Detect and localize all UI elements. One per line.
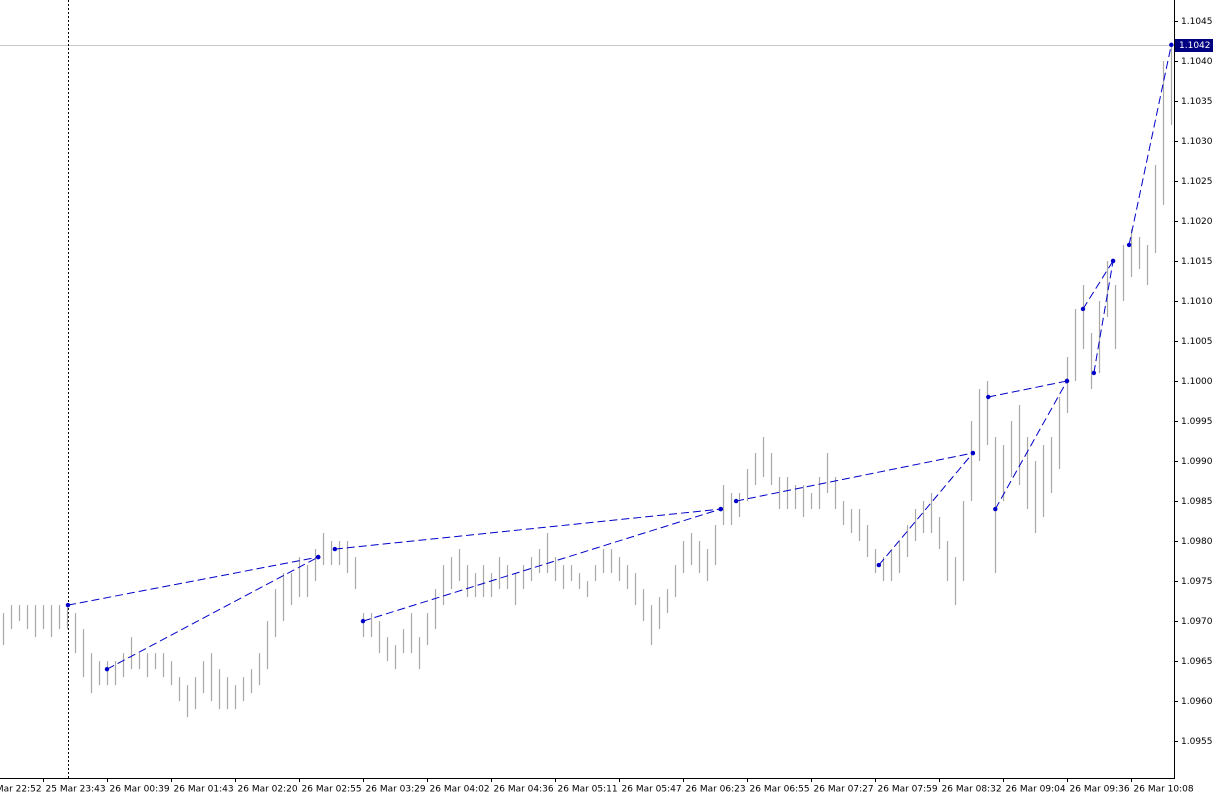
trend-line	[362, 508, 721, 622]
y-tick-label: 1.1020	[1181, 217, 1213, 227]
x-tick-label: 26 Mar 02:55	[302, 785, 362, 795]
x-tick-label: 26 Mar 04:36	[494, 785, 554, 795]
trend-line	[1082, 260, 1114, 310]
y-tick-label: 1.1005	[1181, 337, 1213, 347]
trend-point	[1080, 306, 1086, 312]
x-tick-label: 25 Mar 22:52	[0, 785, 42, 795]
y-tick-label: 1.0960	[1181, 697, 1213, 707]
x-tick-label: 26 Mar 10:08	[1134, 785, 1194, 795]
trend-line	[988, 380, 1068, 398]
trend-point	[104, 666, 110, 672]
x-labels: 25 Mar 22:52 25 Mar 23:43 26 Mar 00:39 26 M…	[0, 785, 1194, 795]
x-tick-label: 26 Mar 02:20	[238, 785, 298, 795]
trend-point	[1169, 42, 1174, 48]
y-tick-label: 1.1040	[1181, 57, 1213, 67]
y-tick-label: 1.1030	[1181, 137, 1213, 147]
y-tick-label: 1.1010	[1181, 297, 1213, 307]
y-tick-label: 1.1015	[1181, 257, 1213, 267]
price-label-box	[1175, 39, 1213, 52]
y-tick-label: 1.0985	[1181, 497, 1213, 507]
x-tick-label: 26 Mar 09:36	[1070, 785, 1130, 795]
x-tick-label: 26 Mar 04:02	[430, 785, 490, 795]
x-tick-label: 26 Mar 03:29	[366, 785, 426, 795]
trend-line	[736, 452, 974, 502]
trend-line	[67, 556, 319, 606]
x-tick-label: 26 Mar 06:23	[686, 785, 746, 795]
x-tick-label: 26 Mar 07:27	[814, 785, 874, 795]
x-tick-label: 26 Mar 06:55	[750, 785, 810, 795]
y-tick-label: 1.0975	[1181, 577, 1213, 587]
trend-point	[65, 602, 71, 608]
trend-point	[360, 618, 366, 624]
x-tick-label: 26 Mar 05:11	[558, 785, 618, 795]
trend-point	[1126, 242, 1132, 248]
trend-point	[316, 554, 321, 560]
x-tick-label: 26 Mar 07:59	[878, 785, 938, 795]
x-tick-label: 26 Mar 08:32	[942, 785, 1002, 795]
y-tick-label: 1.0995	[1181, 417, 1213, 427]
y-tick-label: 1.1035	[1181, 97, 1213, 107]
x-tick-label: 26 Mar 01:43	[174, 785, 234, 795]
trend-point	[718, 506, 723, 512]
y-tick-label: 1.0980	[1181, 537, 1213, 547]
trend-line	[106, 556, 319, 670]
trend-point	[1091, 370, 1097, 376]
y-tick-label: 1.0970	[1181, 617, 1213, 627]
trend-point	[970, 450, 976, 456]
trend-line	[994, 380, 1068, 510]
trend-line	[1093, 260, 1114, 374]
y-tick-label: 1.1045	[1181, 17, 1213, 27]
trend-point	[876, 562, 882, 568]
trend-line	[878, 452, 974, 566]
y-tick-label: 1.0955	[1181, 737, 1213, 747]
trend-point	[733, 498, 739, 504]
trend-point	[993, 506, 998, 512]
trend-line	[1128, 44, 1172, 246]
x-tick-label: 25 Mar 23:43	[46, 785, 106, 795]
x-tick-label: 26 Mar 05:47	[622, 785, 682, 795]
y-tick-label: 1.1025	[1181, 177, 1213, 187]
x-tick-label: 26 Mar 09:04	[1006, 785, 1066, 795]
plot	[0, 0, 1174, 778]
trend-point	[1064, 378, 1070, 384]
y-tick-label: 1.1000	[1181, 377, 1213, 387]
y-tick-label: 1.0965	[1181, 657, 1213, 667]
price-label: 1.1042	[1179, 41, 1211, 51]
trend-line	[334, 508, 721, 550]
x-tick-label: 26 Mar 00:39	[110, 785, 170, 795]
trend-point	[986, 394, 991, 400]
y-tick-label: 1.0990	[1181, 457, 1213, 467]
trend-point	[1110, 258, 1116, 264]
trend-point	[332, 546, 338, 552]
